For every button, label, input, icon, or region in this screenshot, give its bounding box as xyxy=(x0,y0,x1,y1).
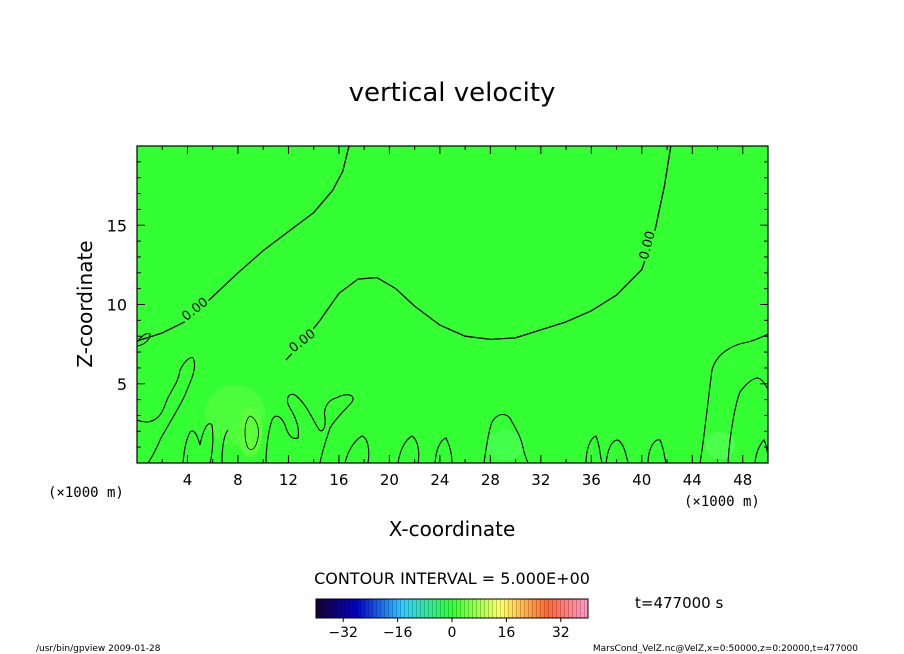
x-tick-label: 12 xyxy=(279,471,298,489)
y-axis: 5 10 15 xyxy=(107,145,768,464)
footer-left: /usr/bin/gpview 2009-01-28 xyxy=(36,644,161,654)
contour-label-text: 0.00 xyxy=(637,230,659,262)
x-tick-label: 28 xyxy=(481,471,500,489)
small-eddy xyxy=(244,415,259,450)
y-tick-label: 15 xyxy=(107,216,127,235)
x-tick-label: 48 xyxy=(733,471,752,489)
contour-label: 0.00 xyxy=(636,228,659,263)
zero-contour-line xyxy=(136,145,350,342)
colorbar-ticks: −32 −16 0 16 32 xyxy=(328,618,570,641)
contour-interval-label: CONTOUR INTERVAL = 5.000E+00 xyxy=(314,569,590,588)
surface-contours xyxy=(136,332,769,464)
colorbar-tick-label: 32 xyxy=(552,625,570,641)
x-tick-label: 44 xyxy=(683,471,702,489)
x-unit-right: (×1000 m) xyxy=(684,494,760,510)
x-tick-label: 8 xyxy=(233,471,243,489)
x-tick-label: 20 xyxy=(380,471,399,489)
x-axis: 4 8 12 16 20 24 28 32 36 40 44 48 xyxy=(136,146,769,489)
colorbar: −32 −16 0 16 32 xyxy=(315,598,589,641)
colorbar-tick-label: 16 xyxy=(497,625,515,641)
chart-title: vertical velocity xyxy=(349,78,556,108)
x-unit-left: (×1000 m) xyxy=(48,485,124,501)
y-tick-label: 5 xyxy=(117,375,127,394)
colorbar-stripes xyxy=(316,599,588,618)
footer-right: MarsCond_VelZ.nc@VelZ,x=0:50000,z=0:2000… xyxy=(593,644,858,654)
x-tick-label: 4 xyxy=(183,471,193,489)
colorbar-tick-label: −32 xyxy=(328,625,358,641)
colorbar-tick-label: −16 xyxy=(383,625,413,641)
y-tick-label: 10 xyxy=(107,296,127,315)
plot-area: 0.000.000.00 xyxy=(136,145,769,464)
x-tick-label: 36 xyxy=(582,471,601,489)
x-tick-label: 32 xyxy=(531,471,550,489)
x-tick-label: 16 xyxy=(329,471,348,489)
time-label: t=477000 s xyxy=(635,594,723,612)
zero-contour-line-2 xyxy=(285,145,672,361)
x-axis-label: X-coordinate xyxy=(389,517,516,541)
y-axis-label: Z-coordinate xyxy=(73,240,97,367)
colorbar-tick-label: 0 xyxy=(448,625,457,641)
x-tick-label: 24 xyxy=(430,471,449,489)
x-tick-label: 40 xyxy=(632,471,651,489)
